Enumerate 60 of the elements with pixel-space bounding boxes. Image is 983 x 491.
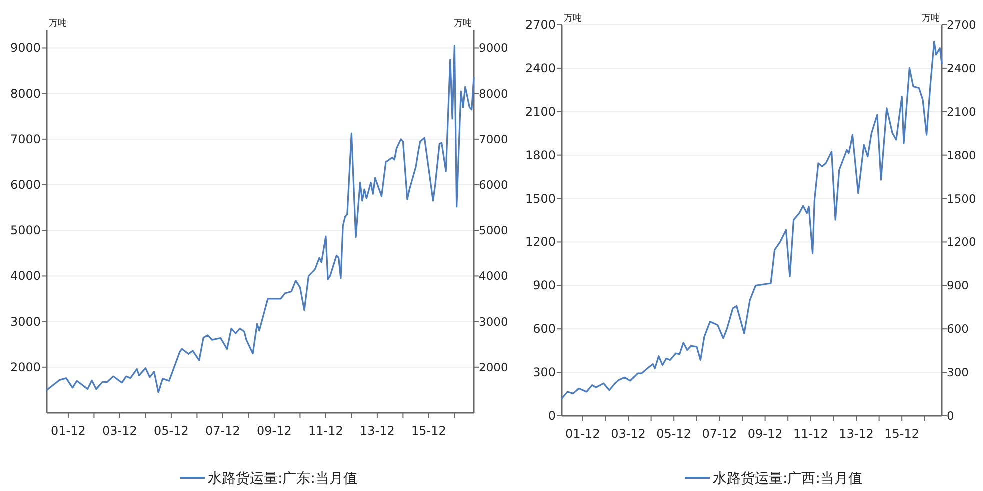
legend-label: 水路货运量:广东:当月值 [208,471,358,487]
y-tick-label: 4000 [10,269,41,284]
y2-tick-label: 5000 [479,224,508,238]
x-tick-label: 05-12 [154,424,189,438]
y2-tick-label: 2400 [947,61,976,76]
y2-tick-label: 3000 [479,314,508,329]
y-tick-label: 3000 [10,314,41,329]
y2-tick-label: 0 [947,409,954,423]
x-tick-label: 01-12 [51,424,86,438]
y-tick-label: 2000 [10,360,41,374]
line-series [561,40,943,400]
x-tick-label: 13-12 [360,424,395,438]
y2-axis-title: 万吨 [454,18,472,29]
y-tick-label: 600 [533,322,556,336]
x-tick-label: 03-12 [102,424,138,438]
x-tick-label: 07-12 [702,427,738,441]
y-tick-label: 6000 [10,178,41,192]
y2-tick-label: 2700 [947,18,976,32]
y2-tick-label: 900 [947,278,969,293]
y2-tick-label: 6000 [479,178,508,192]
x-tick-label: 01-12 [565,427,600,441]
line-series [46,45,475,394]
y2-tick-label: 9000 [479,41,508,56]
legend-label: 水路货运量:广西:当月值 [713,471,862,487]
y-tick-label: 8000 [10,86,41,101]
y-tick-label: 2100 [525,104,556,119]
x-tick-label: 15-12 [412,424,446,438]
y2-tick-label: 2000 [479,360,508,374]
x-tick-label: 07-12 [206,424,240,438]
x-tick-label: 03-12 [611,427,646,441]
y2-tick-label: 4000 [479,269,508,284]
x-tick-label: 13-12 [839,427,874,441]
y2-tick-label: 1500 [947,192,976,206]
y-tick-label: 2700 [525,18,556,32]
x-tick-label: 15-12 [884,427,920,441]
y-tick-label: 1200 [525,235,556,250]
x-tick-label: 05-12 [656,427,692,441]
y-tick-label: 9000 [10,41,41,56]
y-axis-title: 万吨 [564,13,582,24]
y-tick-label: 1800 [525,148,556,162]
y2-tick-label: 300 [947,366,969,380]
y2-tick-label: 1200 [947,235,976,250]
y2-tick-label: 600 [947,322,969,336]
x-tick-label: 11-12 [793,427,828,441]
y-tick-label: 900 [533,278,556,293]
y2-tick-label: 2100 [947,104,976,119]
x-tick-label: 11-12 [308,424,344,438]
y2-tick-label: 1800 [947,148,976,162]
y-tick-label: 5000 [10,224,41,238]
y2-tick-label: 8000 [479,86,508,101]
y-tick-label: 0 [548,409,556,423]
y-tick-label: 1500 [525,192,556,206]
x-tick-label: 09-12 [748,427,783,441]
y2-axis-title: 万吨 [922,13,940,24]
y2-tick-label: 7000 [479,132,508,146]
x-tick-label: 09-12 [257,424,292,438]
y-tick-label: 7000 [10,132,41,146]
y-tick-label: 300 [533,366,556,380]
y-axis-title: 万吨 [49,18,67,29]
y-tick-label: 2400 [525,61,556,76]
